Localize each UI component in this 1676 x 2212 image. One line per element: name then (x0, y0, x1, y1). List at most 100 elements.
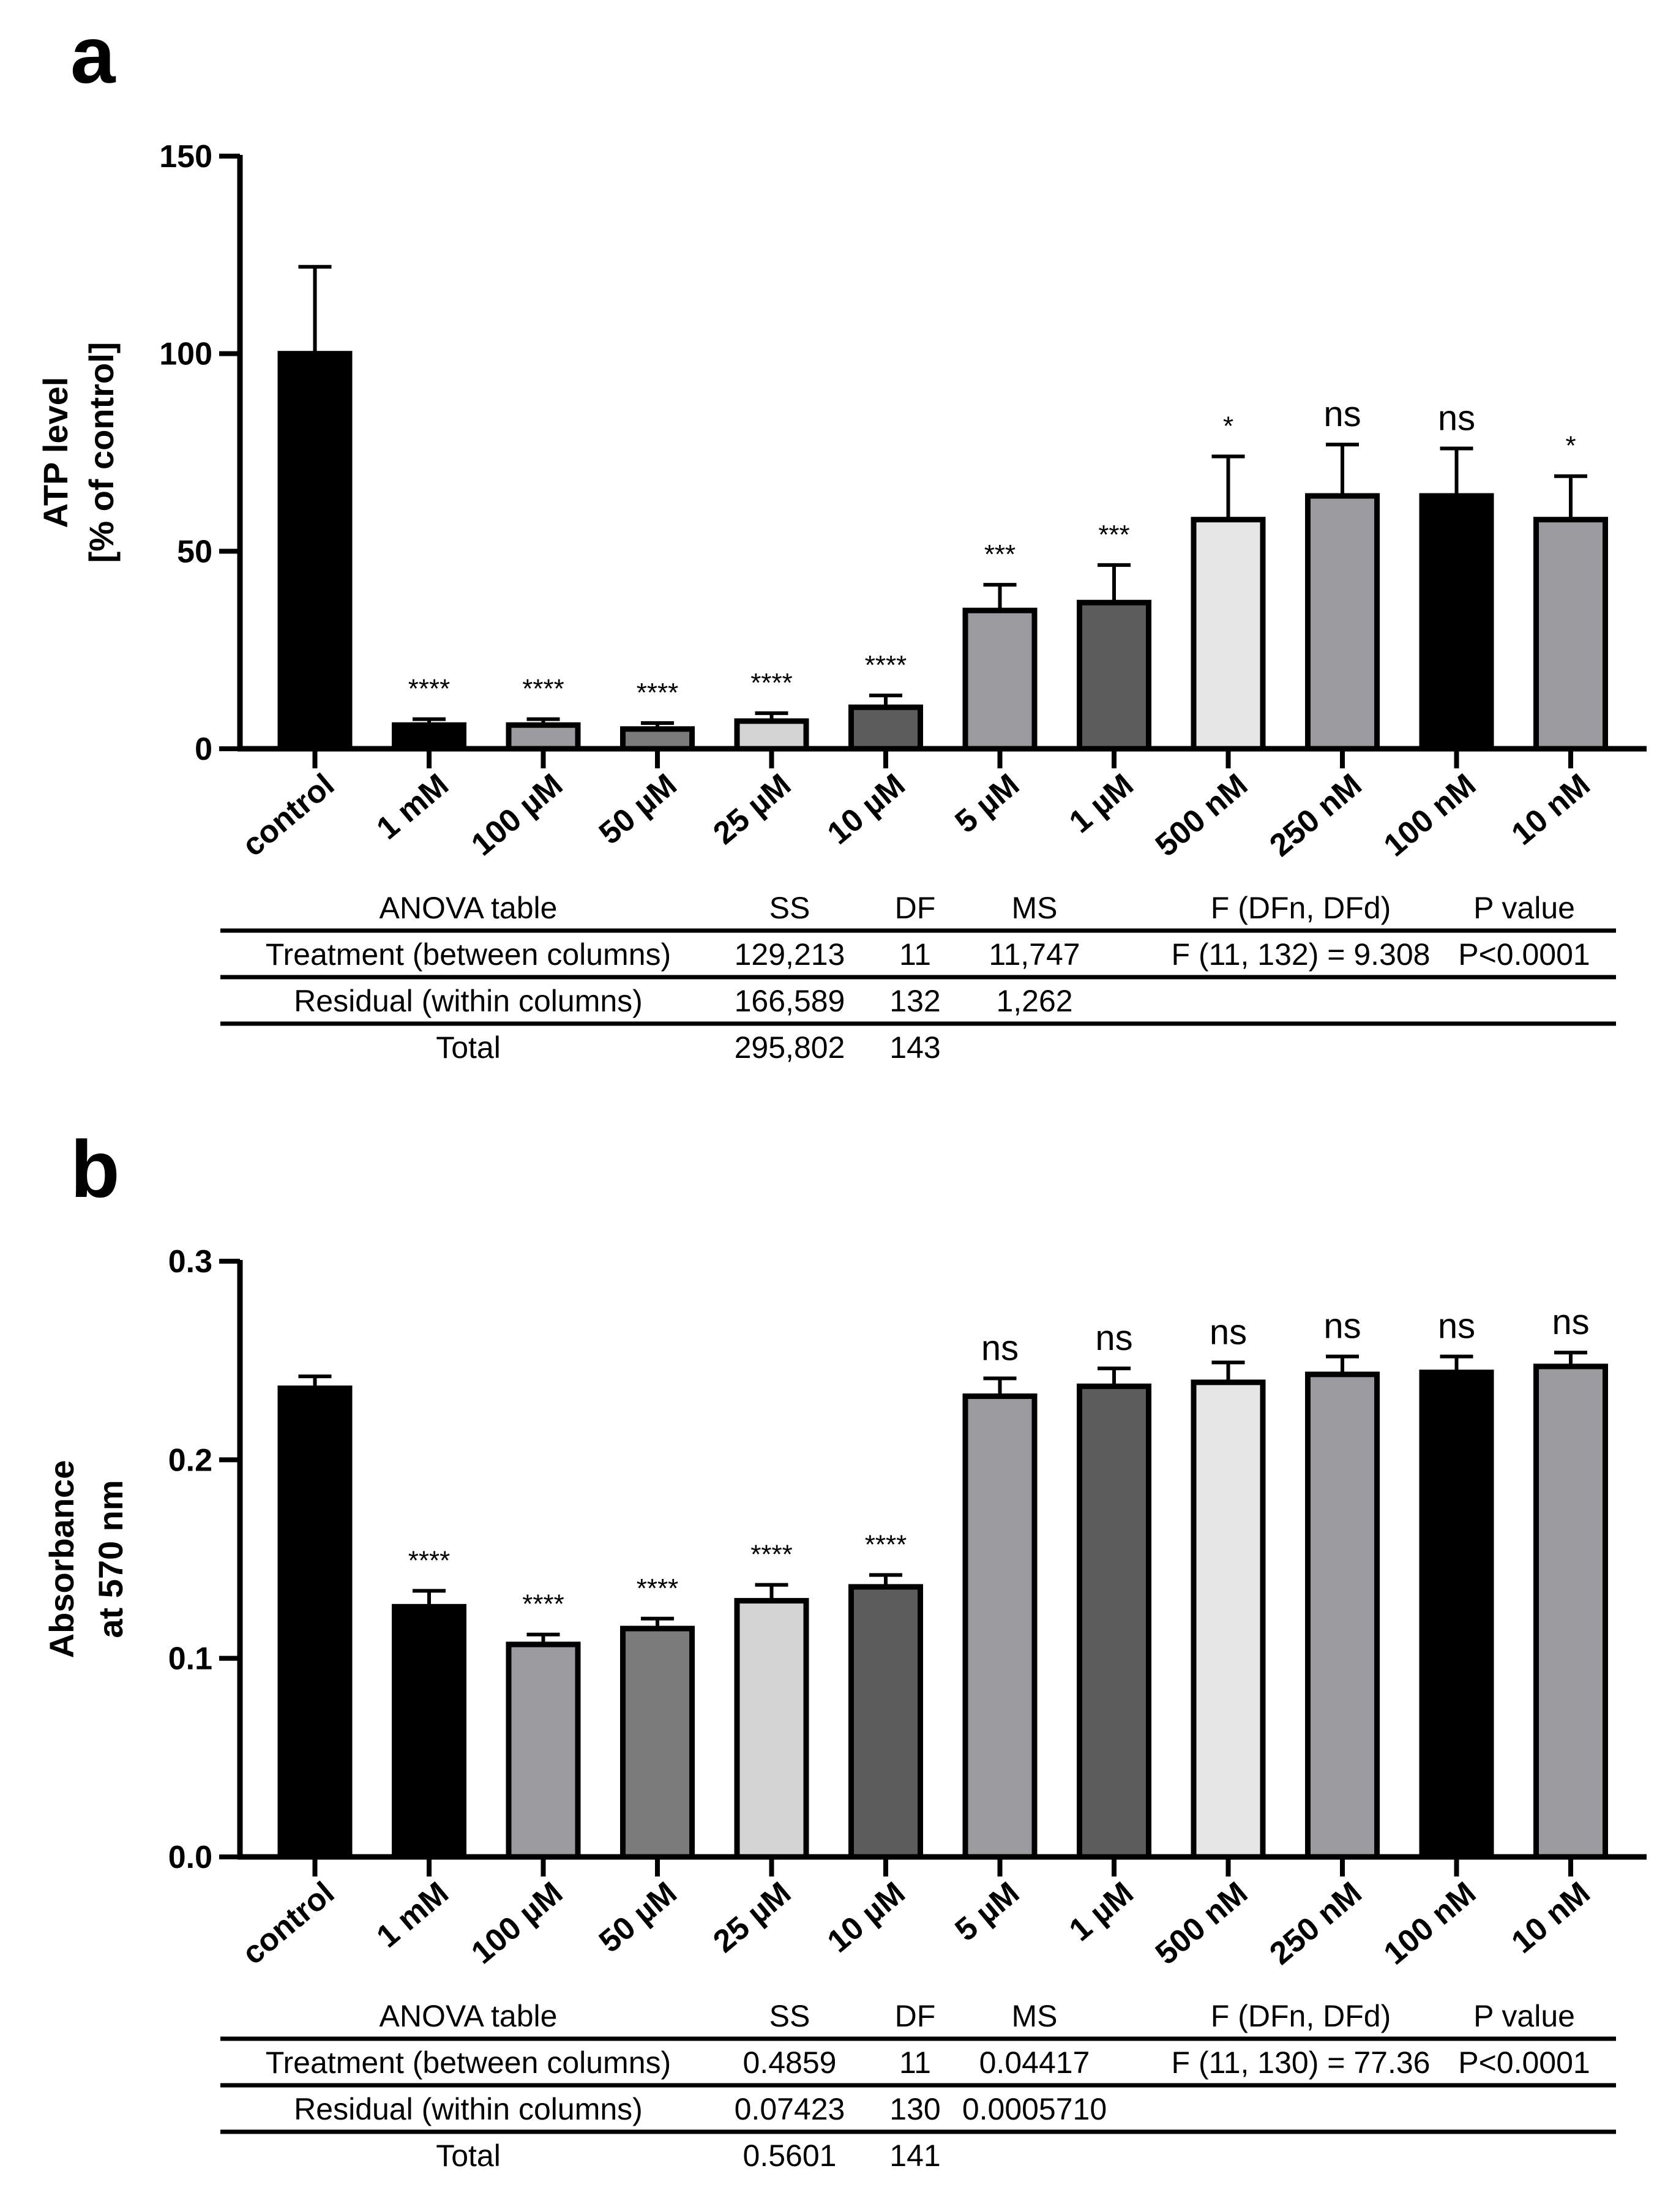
bar (734, 1598, 809, 1860)
significance-label: * (1223, 411, 1233, 441)
bar (1077, 1383, 1151, 1860)
table-cell: 132 (889, 984, 940, 1018)
bar (392, 722, 466, 752)
bar (1077, 599, 1151, 752)
table-header-cell: ANOVA table (380, 1999, 558, 2033)
significance-label: ns (1438, 1307, 1475, 1346)
table-cell: 11 (899, 2045, 931, 2080)
table-header-cell: MS (1012, 1999, 1058, 2033)
significance-label: * (1565, 431, 1576, 461)
bar (1191, 517, 1266, 752)
table-header-cell: ANOVA table (380, 891, 558, 925)
bar (1533, 1363, 1608, 1860)
significance-label: **** (522, 1589, 564, 1619)
x-tick-label: 50 µM (593, 1875, 684, 1960)
table-cell: 166,589 (735, 984, 845, 1018)
y-axis-label: ATP level (36, 377, 75, 528)
bar (962, 607, 1038, 752)
bar (1419, 1370, 1494, 1860)
table-header-cell: DF (895, 891, 936, 925)
bar (734, 718, 809, 752)
table-header-cell: P value (1473, 1999, 1575, 2033)
table-cell: Total (436, 2139, 501, 2173)
table-cell: 0.4859 (743, 2045, 837, 2080)
bar (392, 1603, 466, 1860)
significance-label: ns (1210, 1312, 1247, 1352)
table-cell: 11,747 (989, 937, 1080, 972)
table-cell: 295,802 (735, 1030, 845, 1065)
y-tick-label: 0.2 (168, 1442, 212, 1478)
bar (277, 1385, 353, 1860)
table-cell: F (11, 132) = 9.308 (1172, 937, 1431, 972)
significance-label: **** (750, 1540, 793, 1570)
y-tick-label: 100 (159, 337, 212, 372)
x-tick-label: 10 µM (821, 767, 912, 852)
x-tick-label: control (236, 1875, 341, 1972)
table-cell: 130 (889, 2092, 940, 2126)
x-tick-label: 25 µM (706, 767, 798, 852)
table-cell: 0.04417 (979, 2045, 1090, 2080)
significance-label: ns (1323, 1307, 1361, 1346)
y-tick-label: 0 (195, 732, 212, 767)
significance-label: ns (1438, 399, 1475, 438)
bar (1533, 517, 1608, 752)
x-tick-label: 500 nM (1149, 1875, 1254, 1972)
x-tick-label: 10 nM (1505, 1875, 1597, 1960)
y-axis-label: [% of control] (82, 342, 121, 563)
x-tick-label: control (236, 767, 341, 864)
significance-label: **** (865, 650, 907, 680)
significance-label: ns (1552, 1302, 1589, 1342)
bar (506, 1641, 581, 1860)
table-cell: 141 (889, 2139, 940, 2173)
y-axis-label: at 570 nm (91, 1480, 130, 1638)
x-tick-label: 10 nM (1505, 767, 1597, 852)
significance-label: *** (984, 539, 1016, 569)
panel-letter-b: b (70, 1124, 120, 1214)
y-tick-label: 0.1 (168, 1641, 212, 1677)
x-tick-label: 100 nM (1377, 1875, 1483, 1972)
x-tick-label: 10 µM (821, 1875, 912, 1960)
significance-label: **** (865, 1529, 907, 1559)
table-cell: Treatment (between columns) (266, 2045, 671, 2080)
x-tick-label: 5 µM (949, 767, 1027, 840)
significance-label: **** (750, 668, 793, 698)
panel-b: b Absorbance at 570 nm 0.0 0.1 0.2 0.3 control… (42, 1124, 1647, 2173)
chart-b: Absorbance at 570 nm 0.0 0.1 0.2 0.3 control 1 … (42, 1244, 1647, 1972)
significance-label: **** (637, 1573, 679, 1603)
x-tick-label: 25 µM (706, 1875, 798, 1960)
table-cell: 0.07423 (735, 2092, 845, 2126)
table-cell: 11 (899, 937, 931, 972)
table-cell: P<0.0001 (1458, 2045, 1590, 2080)
bar (1305, 493, 1380, 752)
significance-label: **** (408, 674, 451, 704)
table-cell: 0.0005710 (962, 2092, 1107, 2126)
bar (1419, 493, 1494, 752)
y-tick-label: 50 (177, 534, 212, 569)
x-tick-label: 100 µM (465, 767, 569, 863)
table-cell: 0.5601 (743, 2139, 837, 2173)
table-header-cell: F (DFn, DFd) (1211, 891, 1391, 925)
table-header-cell: MS (1012, 891, 1058, 925)
table-cell: Total (436, 1030, 501, 1065)
significance-label: **** (522, 674, 564, 704)
table-cell: P<0.0001 (1458, 937, 1590, 972)
x-tick-label: 1 mM (370, 1875, 455, 1955)
x-tick-label: 100 nM (1377, 767, 1483, 864)
table-cell: 129,213 (735, 937, 845, 972)
bar (848, 1584, 923, 1860)
table-cell: Treatment (between columns) (266, 937, 671, 972)
y-tick-label: 0.3 (168, 1244, 212, 1280)
panel-a: a ATP level [% of control] 0 50 100 150 contro… (36, 10, 1647, 1065)
x-tick-label: 250 nM (1263, 1875, 1368, 1972)
chart-a: ATP level [% of control] 0 50 100 150 control 1… (36, 139, 1647, 864)
bar (620, 1625, 695, 1860)
significance-label: ns (1095, 1318, 1132, 1358)
x-tick-label: 1 mM (370, 767, 455, 847)
bar (848, 704, 923, 752)
significance-label: *** (1098, 520, 1129, 550)
significance-label: **** (408, 1545, 451, 1575)
table-header-cell: SS (769, 1999, 810, 2033)
bar (506, 722, 581, 752)
x-tick-label: 1 µM (1063, 1875, 1140, 1948)
